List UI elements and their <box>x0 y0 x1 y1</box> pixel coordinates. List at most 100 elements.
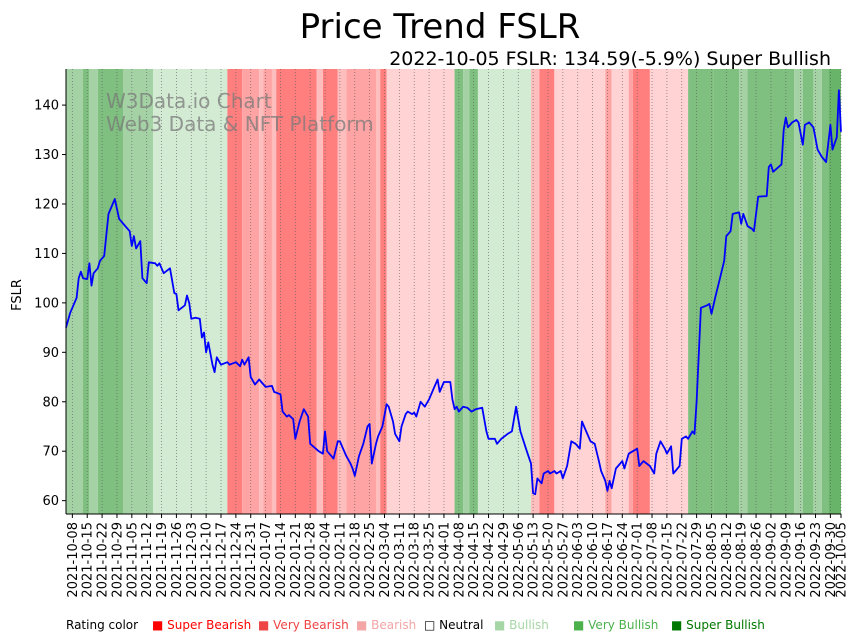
legend-label: Bearish <box>371 618 416 632</box>
rating-band <box>539 69 555 514</box>
x-tick-label: 2022-09-02 <box>764 522 779 598</box>
x-tick-label: 2022-04-29 <box>497 522 512 598</box>
legend-item: ■ Bullish <box>494 618 549 632</box>
legend-marker: ■ <box>494 618 509 632</box>
legend-marker: ■ <box>258 618 273 632</box>
x-tick-label: 2022-06-03 <box>571 522 586 598</box>
x-tick-label: 2022-03-11 <box>393 522 408 598</box>
rating-band <box>259 69 264 514</box>
rating-band <box>813 69 822 514</box>
x-tick-label: 2021-11-19 <box>155 522 170 598</box>
x-gridlines <box>71 69 842 514</box>
x-tick-label: 2022-03-25 <box>423 522 438 598</box>
x-tick-label: 2022-02-11 <box>333 522 348 598</box>
x-tick-label: 2021-11-12 <box>140 522 155 598</box>
x-tick-label: 2022-07-01 <box>631 522 646 598</box>
legend-item: ■ Super Bearish <box>152 618 251 632</box>
rating-legend: Rating color ■ Super Bearish ■ Very Bearis… <box>66 618 765 632</box>
y-tick-label: 110 <box>34 247 59 262</box>
watermark: W3Data.io Chart Web3 Data & NFT Platform <box>106 89 374 136</box>
rating-band <box>632 69 650 514</box>
x-tick-label: 2022-04-22 <box>482 522 497 598</box>
x-tick-label: 2022-06-24 <box>616 522 631 598</box>
rating-band <box>386 69 455 514</box>
rating-band <box>477 69 531 514</box>
x-tick-label: 2022-02-04 <box>319 522 334 598</box>
x-tick-label: 2022-05-20 <box>541 522 556 598</box>
rating-band <box>153 69 228 514</box>
x-tick-label: 2021-10-08 <box>66 522 81 598</box>
legend-marker: ■ <box>573 618 588 632</box>
rating-band <box>271 69 277 514</box>
rating-band <box>739 69 748 514</box>
x-tick-label: 2022-09-09 <box>779 522 794 598</box>
chart-subtitle: 2022-10-05 FSLR: 134.59(-5.9%) Super Bul… <box>389 48 831 70</box>
price-series <box>65 89 842 496</box>
legend-marker: ■ <box>356 618 371 632</box>
x-tick-label: 2022-09-16 <box>794 522 809 598</box>
rating-band <box>802 69 814 514</box>
legend-marker: ■ <box>152 618 167 632</box>
legend-label: Super Bearish <box>167 618 251 632</box>
x-tick-label: 2022-04-08 <box>452 522 467 598</box>
rating-band <box>611 69 629 514</box>
rating-band <box>316 69 323 514</box>
y-tick-label: 130 <box>34 148 59 163</box>
x-tick-label: 2022-10-05 <box>835 522 850 598</box>
rating-band <box>322 69 338 514</box>
x-tick-label: 2022-07-08 <box>646 522 661 598</box>
legend-label: Neutral <box>439 618 483 632</box>
y-tick-label: 80 <box>42 395 59 410</box>
x-tick-label: 2022-01-07 <box>259 522 274 598</box>
y-tick-label: 120 <box>34 197 59 212</box>
y-axis-ticks: 60 70 80 90 100 110 120 130 140 <box>34 99 66 509</box>
x-tick-label: 2022-05-27 <box>556 522 571 598</box>
x-tick-label: 2022-06-10 <box>586 522 601 598</box>
x-tick-label: 2022-02-18 <box>348 522 363 598</box>
x-tick-label: 2022-01-21 <box>289 522 304 598</box>
legend-label: Very Bullish <box>588 618 658 632</box>
rating-band <box>376 69 381 514</box>
x-tick-label: 2021-12-31 <box>244 522 259 598</box>
rating-band <box>463 69 470 514</box>
rating-band <box>227 69 243 514</box>
x-tick-label: 2022-07-22 <box>675 522 690 598</box>
x-tick-label: 2021-11-05 <box>125 522 140 598</box>
rating-band <box>66 69 83 514</box>
x-axis-ticks: 2021-10-08 2021-10-15 2021-10-22 2021-10-29… <box>66 514 850 598</box>
rating-band <box>628 69 633 514</box>
x-tick-label: 2022-08-05 <box>705 522 720 598</box>
x-tick-label: 2021-12-10 <box>200 522 215 598</box>
x-tick-label: 2022-01-14 <box>274 522 289 598</box>
x-tick-label: 2021-11-26 <box>170 522 185 598</box>
x-tick-label: 2022-08-12 <box>720 522 735 598</box>
legend-item: ■ Bearish <box>356 618 416 632</box>
rating-band <box>82 69 90 514</box>
legend-title: Rating color <box>66 618 138 632</box>
x-tick-label: 2022-01-28 <box>304 522 319 598</box>
x-tick-label: 2021-10-15 <box>81 522 96 598</box>
x-tick-label: 2022-09-23 <box>809 522 824 598</box>
rating-band <box>605 69 612 514</box>
x-tick-label: 2022-08-26 <box>750 522 765 598</box>
x-tick-label: 2022-05-06 <box>512 522 527 598</box>
y-tick-label: 100 <box>34 296 59 311</box>
y-axis-label: FSLR <box>10 279 25 311</box>
rating-band <box>688 69 714 514</box>
x-tick-label: 2022-04-15 <box>467 522 482 598</box>
rating-band <box>123 69 154 514</box>
rating-band <box>531 69 540 514</box>
legend-item: ■ Super Bullish <box>671 618 765 632</box>
x-tick-label: 2022-07-15 <box>660 522 675 598</box>
watermark-line-1: W3Data.io Chart <box>106 89 272 113</box>
x-tick-label: 2021-12-17 <box>215 522 230 598</box>
rating-band <box>337 69 347 514</box>
x-tick-label: 2022-04-01 <box>437 522 452 598</box>
x-tick-label: 2022-08-19 <box>735 522 750 598</box>
legend-marker: □ <box>424 618 439 632</box>
x-tick-label: 2021-12-24 <box>229 522 244 598</box>
chart-title: Price Trend FSLR <box>300 7 581 47</box>
y-tick-label: 140 <box>34 99 59 114</box>
rating-band <box>649 69 689 514</box>
